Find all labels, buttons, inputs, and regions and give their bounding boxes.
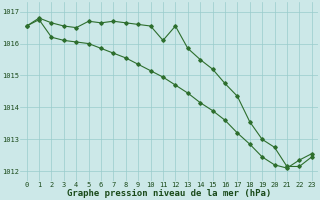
- X-axis label: Graphe pression niveau de la mer (hPa): Graphe pression niveau de la mer (hPa): [67, 189, 271, 198]
